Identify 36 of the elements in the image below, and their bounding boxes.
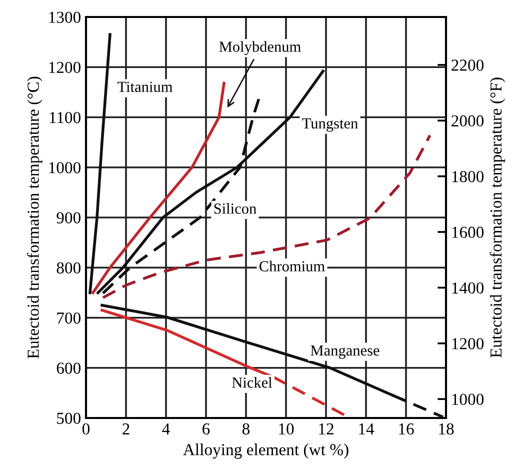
x-axis-title: Alloying element (wt %) <box>183 444 348 459</box>
y2-tick-label: 2000 <box>452 115 484 127</box>
series-label: Nickel <box>232 376 272 388</box>
x-tick-label: 12 <box>319 423 334 434</box>
x-tick-label: 2 <box>122 423 130 434</box>
y2-tick-label: 1600 <box>452 226 484 238</box>
y-tick-label: 900 <box>56 212 81 224</box>
x-tick-label: 4 <box>162 423 170 434</box>
x-tick-label: 14 <box>359 423 374 434</box>
y2-tick-label: 2200 <box>452 60 484 71</box>
y-tick-label: 500 <box>57 412 81 424</box>
x-tick-label: 10 <box>279 423 294 435</box>
y-tick-label: 700 <box>57 312 81 324</box>
series-label: Chromium <box>260 260 325 272</box>
y-tick-label: 1300 <box>49 12 81 23</box>
y2-axis-title: Eutectoid transformation temperature (°F) <box>490 78 506 358</box>
y-axis-title: Eutectoid transformation temperature (°C) <box>26 76 42 358</box>
series-label: Silicon <box>214 203 256 214</box>
series-label: Manganese <box>310 345 380 359</box>
y-tick-label: 1000 <box>49 162 81 174</box>
y2-tick-label: 1200 <box>452 338 484 350</box>
x-tick-label: 18 <box>439 423 454 435</box>
series-label: Titanium <box>118 82 172 92</box>
y-tick-label: 600 <box>56 362 81 374</box>
y2-tick-label: 1800 <box>452 170 484 182</box>
x-tick-label: 16 <box>399 423 414 435</box>
x-tick-label: 8 <box>242 423 250 435</box>
x-tick-label: 0 <box>82 423 90 435</box>
series-label: Tungsten <box>302 118 358 132</box>
y2-tick-label: 1400 <box>452 282 484 294</box>
y-tick-label: 1100 <box>50 112 81 124</box>
y-tick-label: 800 <box>56 262 81 274</box>
y-tick-label: 1200 <box>49 62 81 74</box>
series-label: Molybdenum <box>219 41 301 56</box>
y2-tick-label: 1000 <box>452 394 484 406</box>
x-tick-label: 6 <box>202 423 210 435</box>
